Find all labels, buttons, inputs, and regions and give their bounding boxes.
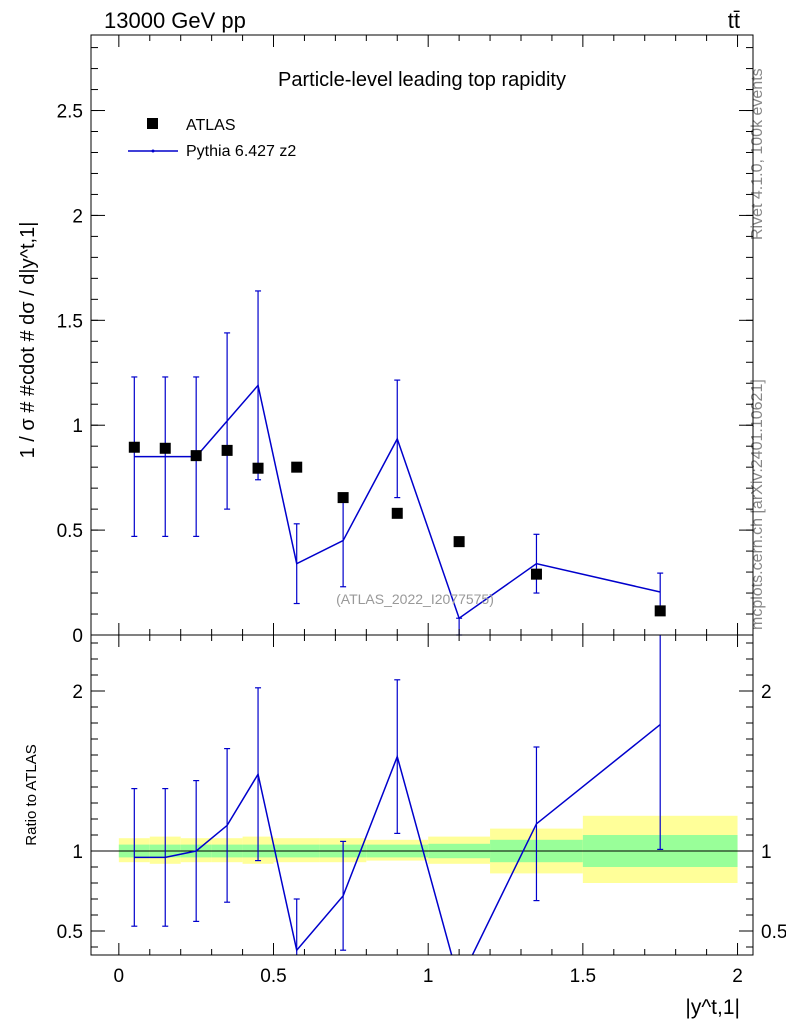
process-label: tt̄	[728, 8, 740, 33]
ratio-y-axis-label: Ratio to ATLAS	[23, 744, 40, 845]
atlas-data-point	[291, 461, 303, 473]
main-panel: 0 0.5 1 1.5 2 2.5 Particle-level leading top …	[17, 34, 754, 647]
mcplots-label: mcplots.cern.ch [arXiv:2401.10621]	[749, 379, 766, 630]
atlas-data-point	[128, 441, 140, 453]
atlas-data-point	[221, 444, 233, 456]
atlas-data-point	[654, 605, 666, 617]
x-tick-label: 1	[423, 966, 434, 987]
ratio-y-tick-label: 2	[72, 682, 83, 703]
ratio-y-tick-label-right: 0.5	[761, 922, 786, 943]
ratio-frame	[90, 634, 754, 956]
x-tick-label: 2	[732, 966, 743, 987]
atlas-data-point	[252, 462, 264, 474]
atlas-data-point	[391, 507, 403, 519]
x-tick-label: 0.5	[260, 966, 286, 987]
main-y-tick-label: 2.5	[57, 102, 83, 123]
x-tick-label: 1.5	[570, 966, 596, 987]
collision-label: 13000 GeV pp	[104, 8, 246, 33]
ratio-y-tick-label-right: 2	[761, 682, 772, 703]
legend: ATLAS Pythia 6.427 z2	[128, 117, 296, 160]
ratio-y-tick-label: 1	[72, 842, 83, 863]
legend-mc-marker	[151, 149, 155, 153]
legend-atlas-marker	[147, 118, 158, 129]
atlas-data-point	[453, 536, 465, 548]
atlas-data-point	[337, 492, 349, 504]
main-y-tick-label: 1.5	[57, 311, 83, 332]
x-axis-label: |y^t,1|	[685, 996, 740, 1019]
ratio-line	[134, 724, 661, 955]
chart-title: Particle-level leading top rapidity	[278, 69, 566, 91]
atlas-data-point	[530, 568, 542, 580]
main-y-tick-label: 1	[72, 416, 83, 437]
legend-mc-label: Pythia 6.427 z2	[186, 143, 296, 160]
x-tick-label: 0	[114, 966, 125, 987]
main-y-axis-label: 1 / σ # #cdot # dσ / d|y^t,1|	[17, 222, 39, 459]
atlas-data-point	[159, 442, 171, 454]
main-y-tick-label: 2	[72, 206, 83, 227]
atlas-data-point	[190, 450, 202, 462]
ratio-panel: 0 0.5 1 1.5 2 0.5 0.5 1 1 2 2 Ratio to ATLAS |y^t,…	[23, 634, 786, 1019]
mc-line	[134, 383, 661, 620]
ratio-y-tick-label: 0.5	[57, 922, 83, 943]
analysis-watermark: (ATLAS_2022_I2077575)	[336, 591, 494, 607]
main-y-tick-label: 0	[72, 626, 83, 647]
main-y-tick-label: 0.5	[57, 521, 83, 542]
legend-atlas-label: ATLAS	[186, 117, 236, 134]
rivet-label: Rivet 4.1.0, 100k events	[749, 68, 766, 240]
ratio-y-tick-label-right: 1	[761, 842, 772, 863]
